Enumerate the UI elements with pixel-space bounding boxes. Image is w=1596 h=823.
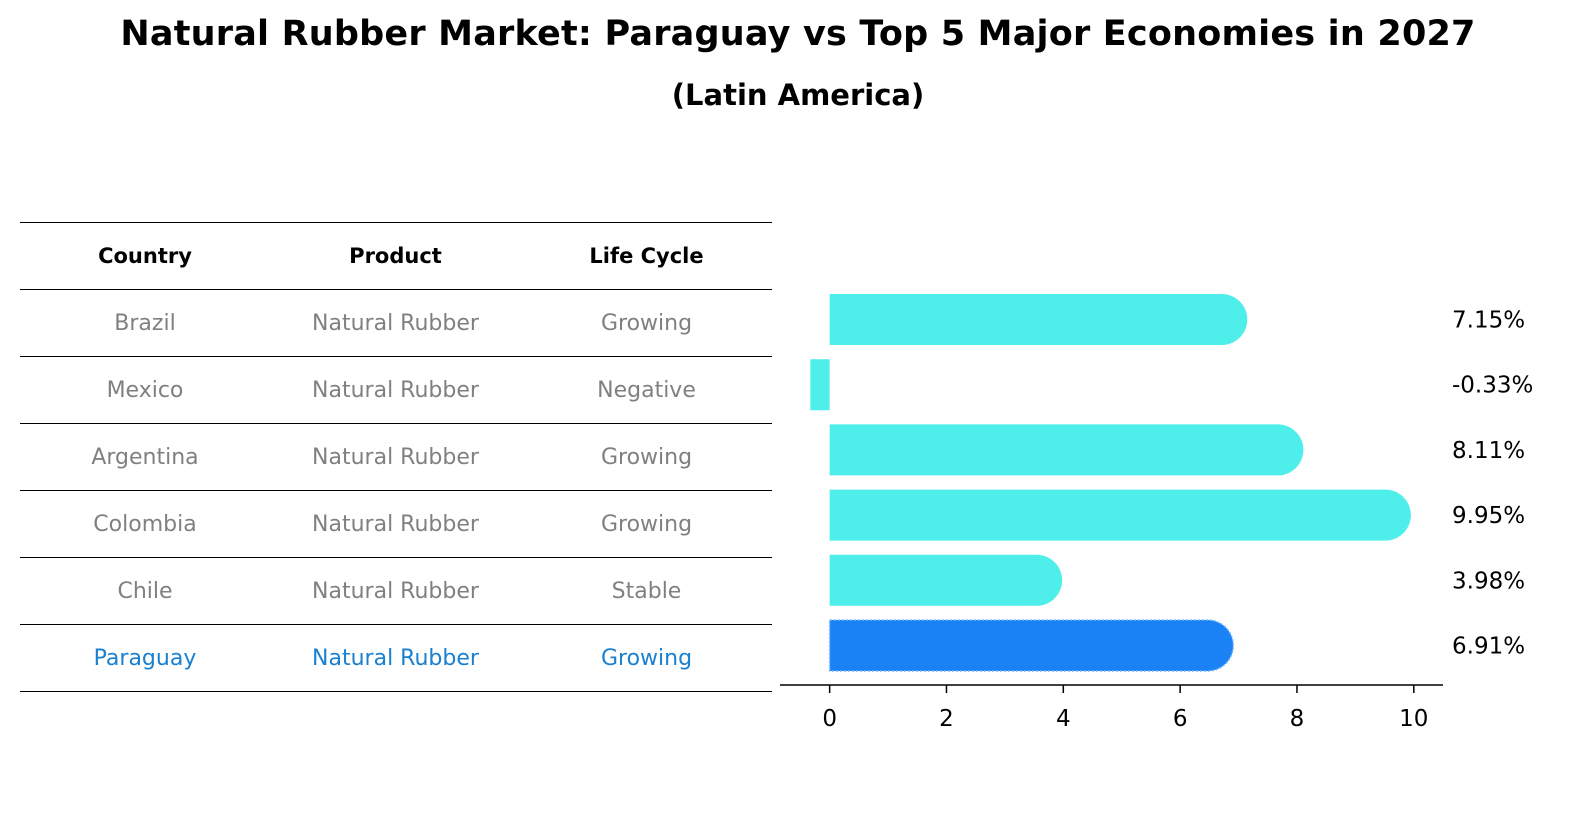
bar-highlight-outline (828, 619, 1235, 672)
x-tick-label: 8 (1290, 706, 1305, 732)
data-label: -0.33% (1452, 373, 1533, 399)
table-row: Mexico Natural Rubber Negative (20, 356, 772, 423)
cell-product: Natural Rubber (312, 444, 479, 470)
market-table: Country Product Life Cycle Brazil Natura… (20, 222, 772, 692)
table-row: Colombia Natural Rubber Growing (20, 490, 772, 557)
table-row: Argentina Natural Rubber Growing (20, 423, 772, 490)
cell-country: Argentina (91, 444, 199, 470)
bar-chile (829, 554, 1063, 606)
cell-product: Natural Rubber (312, 377, 479, 403)
data-label: 7.15% (1452, 308, 1525, 334)
bar-chart-svg: 7.15% -0.33% 8.11% 9.95% 3.98% 6.91% 0 2 4 6 8 10 (780, 294, 1533, 732)
cell-life-cycle: Negative (597, 377, 696, 403)
chart-title: Natural Rubber Market: Paraguay vs Top 5… (120, 14, 1476, 54)
data-label: 6.91% (1452, 634, 1525, 660)
cell-life-cycle: Growing (600, 645, 693, 671)
bar-mexico (810, 359, 830, 411)
table-row-highlight: Paraguay Natural Rubber Growing (20, 624, 772, 692)
bar-paraguay (829, 620, 1234, 671)
header-product: Product (349, 244, 442, 268)
cell-life-cycle: Growing (600, 310, 693, 336)
cell-country: Brazil (114, 310, 176, 336)
cell-product: Natural Rubber (312, 578, 479, 604)
table-row: Brazil Natural Rubber Growing (20, 289, 772, 356)
data-label: 8.11% (1452, 438, 1525, 464)
cell-product: Natural Rubber (312, 645, 479, 671)
cell-country: Chile (117, 578, 173, 604)
data-label: 9.95% (1452, 503, 1525, 529)
bar-colombia (829, 489, 1411, 541)
cell-life-cycle: Growing (600, 511, 693, 537)
cell-life-cycle: Stable (611, 578, 682, 604)
cell-country: Colombia (93, 511, 197, 537)
bar-chart: 7.15% -0.33% 8.11% 9.95% 3.98% 6.91% 0 2 4 6 8 10 (780, 200, 1596, 790)
bar-brazil (829, 294, 1248, 345)
header-life-cycle: Life Cycle (589, 244, 704, 268)
cell-life-cycle: Growing (600, 444, 693, 470)
chart-subtitle: (Latin America) (671, 78, 925, 112)
x-tick-label: 10 (1399, 706, 1428, 732)
header-country: Country (98, 244, 192, 268)
x-tick-label: 4 (1056, 706, 1071, 732)
cell-country: Mexico (106, 377, 184, 403)
cell-country: Paraguay (93, 645, 197, 671)
x-tick-label: 0 (822, 706, 837, 732)
table-row: Chile Natural Rubber Stable (20, 557, 772, 624)
cell-product: Natural Rubber (312, 310, 479, 336)
cell-product: Natural Rubber (312, 511, 479, 537)
x-tick-label: 6 (1173, 706, 1188, 732)
table-header-row: Country Product Life Cycle (20, 222, 772, 289)
x-tick-label: 2 (939, 706, 954, 732)
bar-argentina (829, 424, 1304, 476)
data-label: 3.98% (1452, 568, 1525, 594)
